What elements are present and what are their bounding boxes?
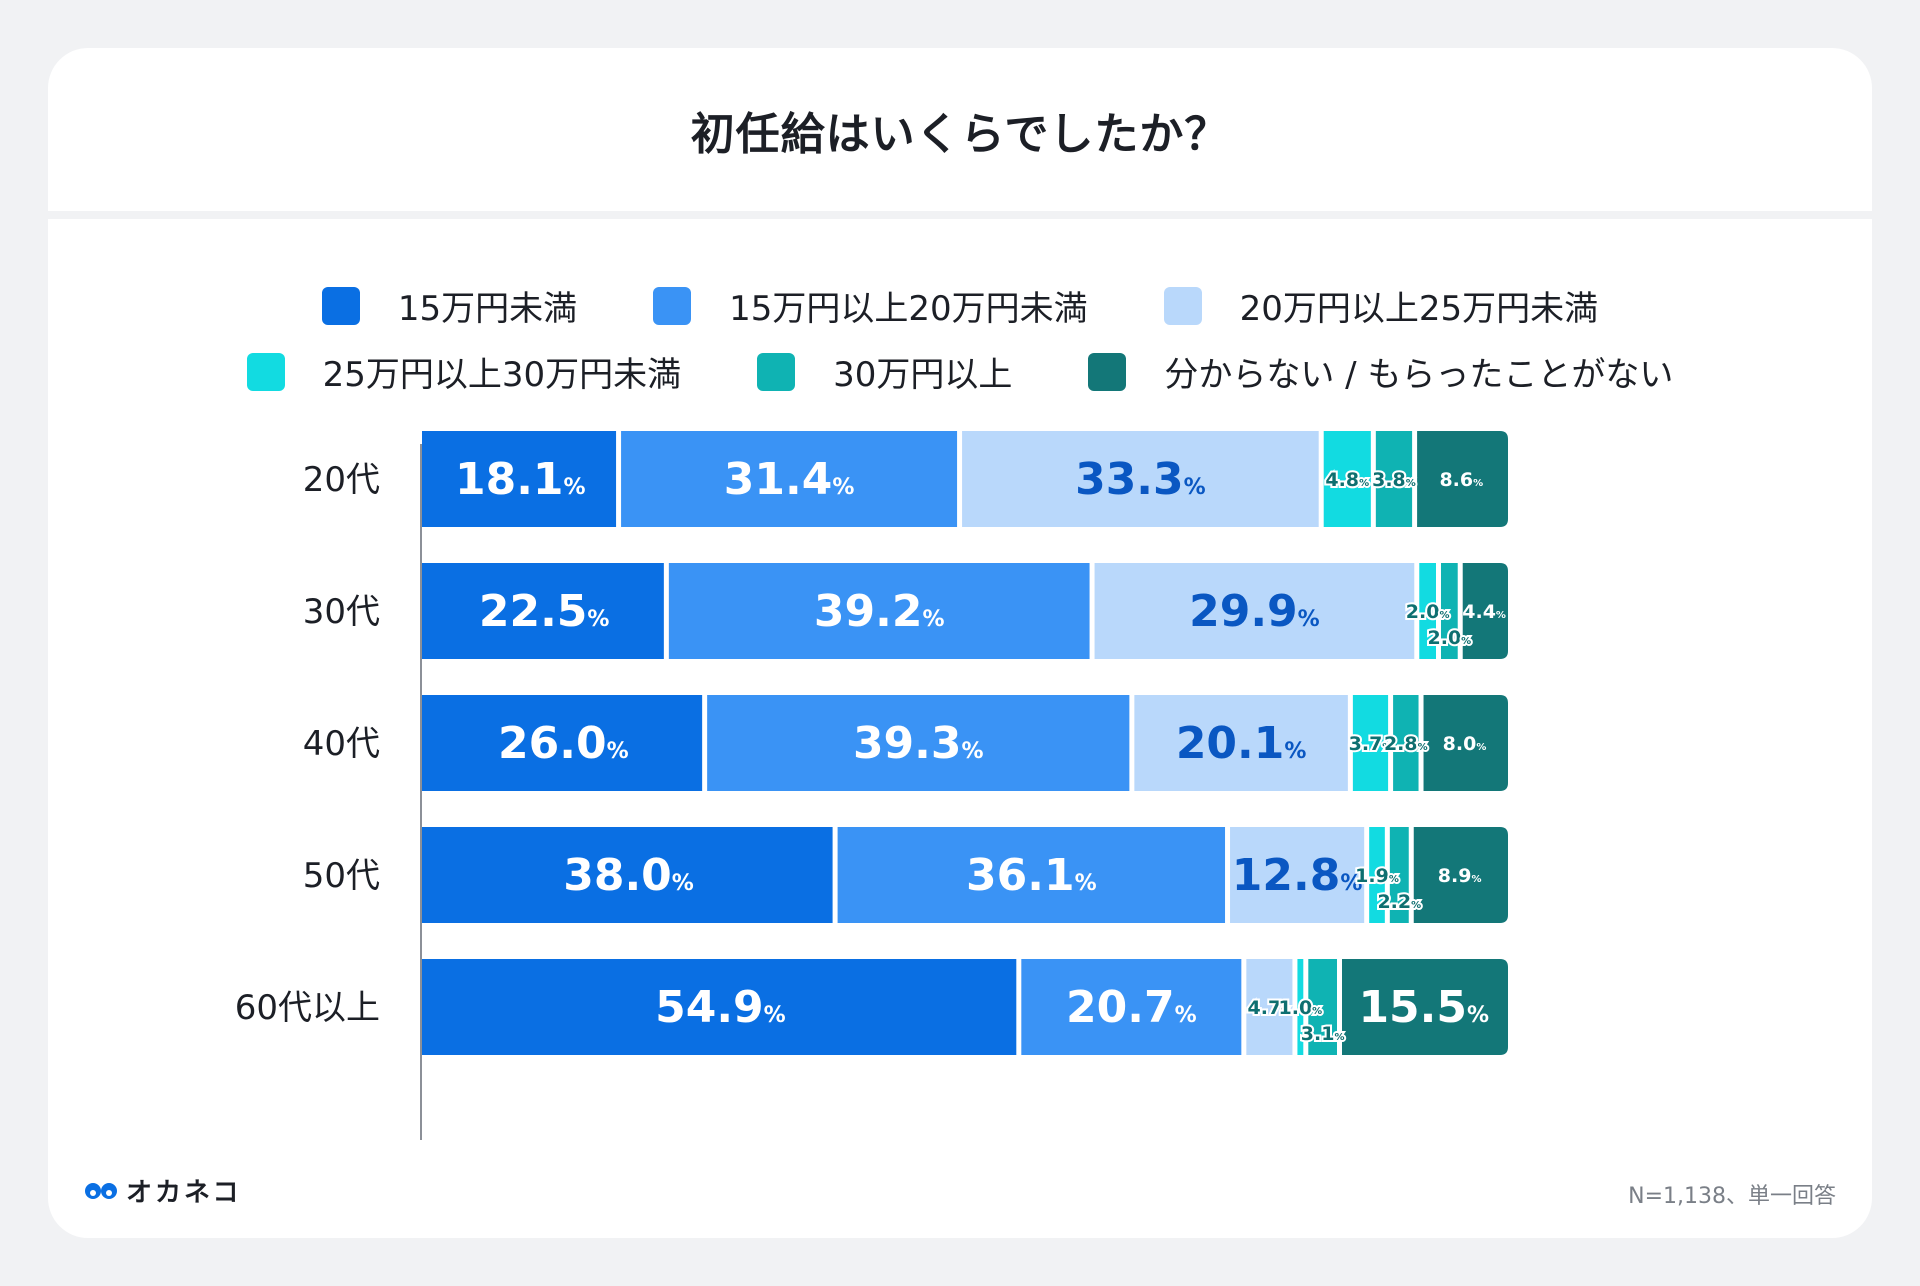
data-label: 3.8%: [1372, 469, 1416, 491]
category-label: 40代: [303, 724, 380, 764]
brand-mark-icon: [85, 1182, 117, 1199]
data-label: 15.5%: [1358, 982, 1489, 1033]
legend-label: 分からない / もらったことがない: [1164, 355, 1674, 395]
bar-segment: [422, 959, 1017, 1055]
bar-segment: [668, 563, 1090, 659]
brand-logo: オカネコ: [84, 1172, 241, 1209]
data-label: 54.9%: [655, 982, 786, 1033]
bar-segment: [422, 827, 833, 923]
data-label: 8.6%: [1439, 469, 1483, 491]
data-label: 3.7%: [1349, 733, 1393, 755]
data-label: 1.0%: [1279, 997, 1323, 1019]
legend-item: 20万円以上25万円未満: [1163, 281, 1599, 330]
data-label: 33.3%: [1075, 454, 1206, 505]
chart-card: 初任給はいくらでしたか？ 15万円未満 15万円以上20万円未満 20万円以上2…: [48, 48, 1872, 1238]
legend-item: 30万円以上: [757, 347, 1012, 396]
bar-segment: [1375, 431, 1413, 527]
bar-segment: [1230, 827, 1365, 923]
data-label: 12.8%: [1232, 850, 1363, 901]
bar-segment: [422, 695, 703, 791]
category-label: 60代以上: [235, 988, 380, 1028]
title-bar: 初任給はいくらでしたか？: [48, 48, 1872, 211]
bar-segment: [1021, 959, 1242, 1055]
legend-item: 25万円以上30万円未満: [246, 347, 682, 396]
legend-row-1: 15万円未満 15万円以上20万円未満 20万円以上25万円未満: [48, 281, 1872, 330]
legend-item: 15万円以上20万円未満: [653, 281, 1088, 330]
data-label: 4.4%: [1462, 601, 1506, 623]
bar-segment: [1393, 695, 1419, 791]
data-label: 22.5%: [479, 586, 610, 637]
data-label: 39.3%: [853, 718, 984, 769]
bar-segment: [1297, 959, 1304, 1055]
footnote: N=1,138、単一回答: [1628, 1184, 1836, 1209]
legend-swatch: [246, 352, 285, 391]
legend-label: 30万円以上: [833, 355, 1013, 395]
legend-swatch: [1088, 352, 1127, 391]
bar-segment: [1094, 563, 1415, 659]
data-label: 8.0%: [1443, 733, 1487, 755]
data-label: 39.2%: [814, 586, 945, 637]
legend-item: 分からない / もらったことがない: [1088, 347, 1673, 396]
legend-swatch: [653, 286, 692, 325]
data-label: 2.8%: [1384, 733, 1428, 755]
bar-segment: [1413, 827, 1508, 923]
data-label: 2.0%: [1428, 627, 1472, 649]
chart-title: 初任給はいくらでしたか？: [690, 108, 1230, 160]
legend-row-2: 25万円以上30万円未満 30万円以上 分からない / もらったことがない: [48, 347, 1872, 396]
bar-segment: [1134, 695, 1348, 791]
stacked-bar-chart: 20代 18.1% 31.4% 33.3% 4.8% 3.8% 8.6% 30代 22.5% 39…: [235, 431, 1508, 1140]
category-label: 50代: [303, 856, 380, 896]
bar-segment: [1419, 563, 1436, 659]
legend-swatch: [757, 352, 796, 391]
bar-segment: [422, 563, 664, 659]
legend-swatch: [1163, 286, 1202, 325]
bar-segment: [962, 431, 1319, 527]
data-label: 8.9%: [1438, 865, 1482, 887]
bar-segment: [422, 431, 617, 527]
bar-segment: [1342, 959, 1508, 1055]
data-label: 36.1%: [966, 850, 1097, 901]
data-label: 3.1%: [1301, 1023, 1345, 1045]
title-divider: [48, 211, 1872, 219]
bar-segment: [1462, 563, 1508, 659]
bar-segment: [1352, 695, 1389, 791]
data-label: 31.4%: [724, 454, 855, 505]
legend-label: 25万円以上30万円未満: [322, 355, 682, 395]
bar-segment: [1369, 827, 1385, 923]
bar-segment: [1417, 431, 1508, 527]
bar-segment: [1308, 959, 1338, 1055]
bar-segment: [621, 431, 958, 527]
bar-segment: [1440, 563, 1458, 659]
brand-name: オカネコ: [126, 1178, 242, 1208]
data-label: 4.8%: [1325, 469, 1369, 491]
bar-segment: [1246, 959, 1293, 1055]
category-label: 20代: [303, 460, 380, 500]
legend-label: 15万円未満: [397, 289, 578, 329]
data-label: 26.0%: [498, 718, 629, 769]
legend-item: 15万円未満: [321, 281, 578, 330]
category-label: 30代: [303, 592, 380, 632]
data-label: 2.2%: [1377, 891, 1421, 913]
data-label: 29.9%: [1189, 586, 1320, 637]
legend-label: 20万円以上25万円未満: [1239, 289, 1599, 329]
legend-label: 15万円以上20万円未満: [729, 289, 1088, 329]
data-label: 20.1%: [1176, 718, 1307, 769]
data-label: 18.1%: [455, 454, 586, 505]
bar-segment: [1423, 695, 1508, 791]
bar-segment: [837, 827, 1226, 923]
data-label: 20.7%: [1066, 982, 1197, 1033]
data-label: 1.9%: [1355, 865, 1399, 887]
bar-segment: [1323, 431, 1371, 527]
bar-segment: [707, 695, 1130, 791]
bar-segment: [1389, 827, 1409, 923]
data-label: 38.0%: [563, 850, 694, 901]
data-label: 2.0%: [1406, 601, 1450, 623]
data-label: 4.7%: [1248, 997, 1292, 1019]
legend-swatch: [321, 286, 360, 325]
